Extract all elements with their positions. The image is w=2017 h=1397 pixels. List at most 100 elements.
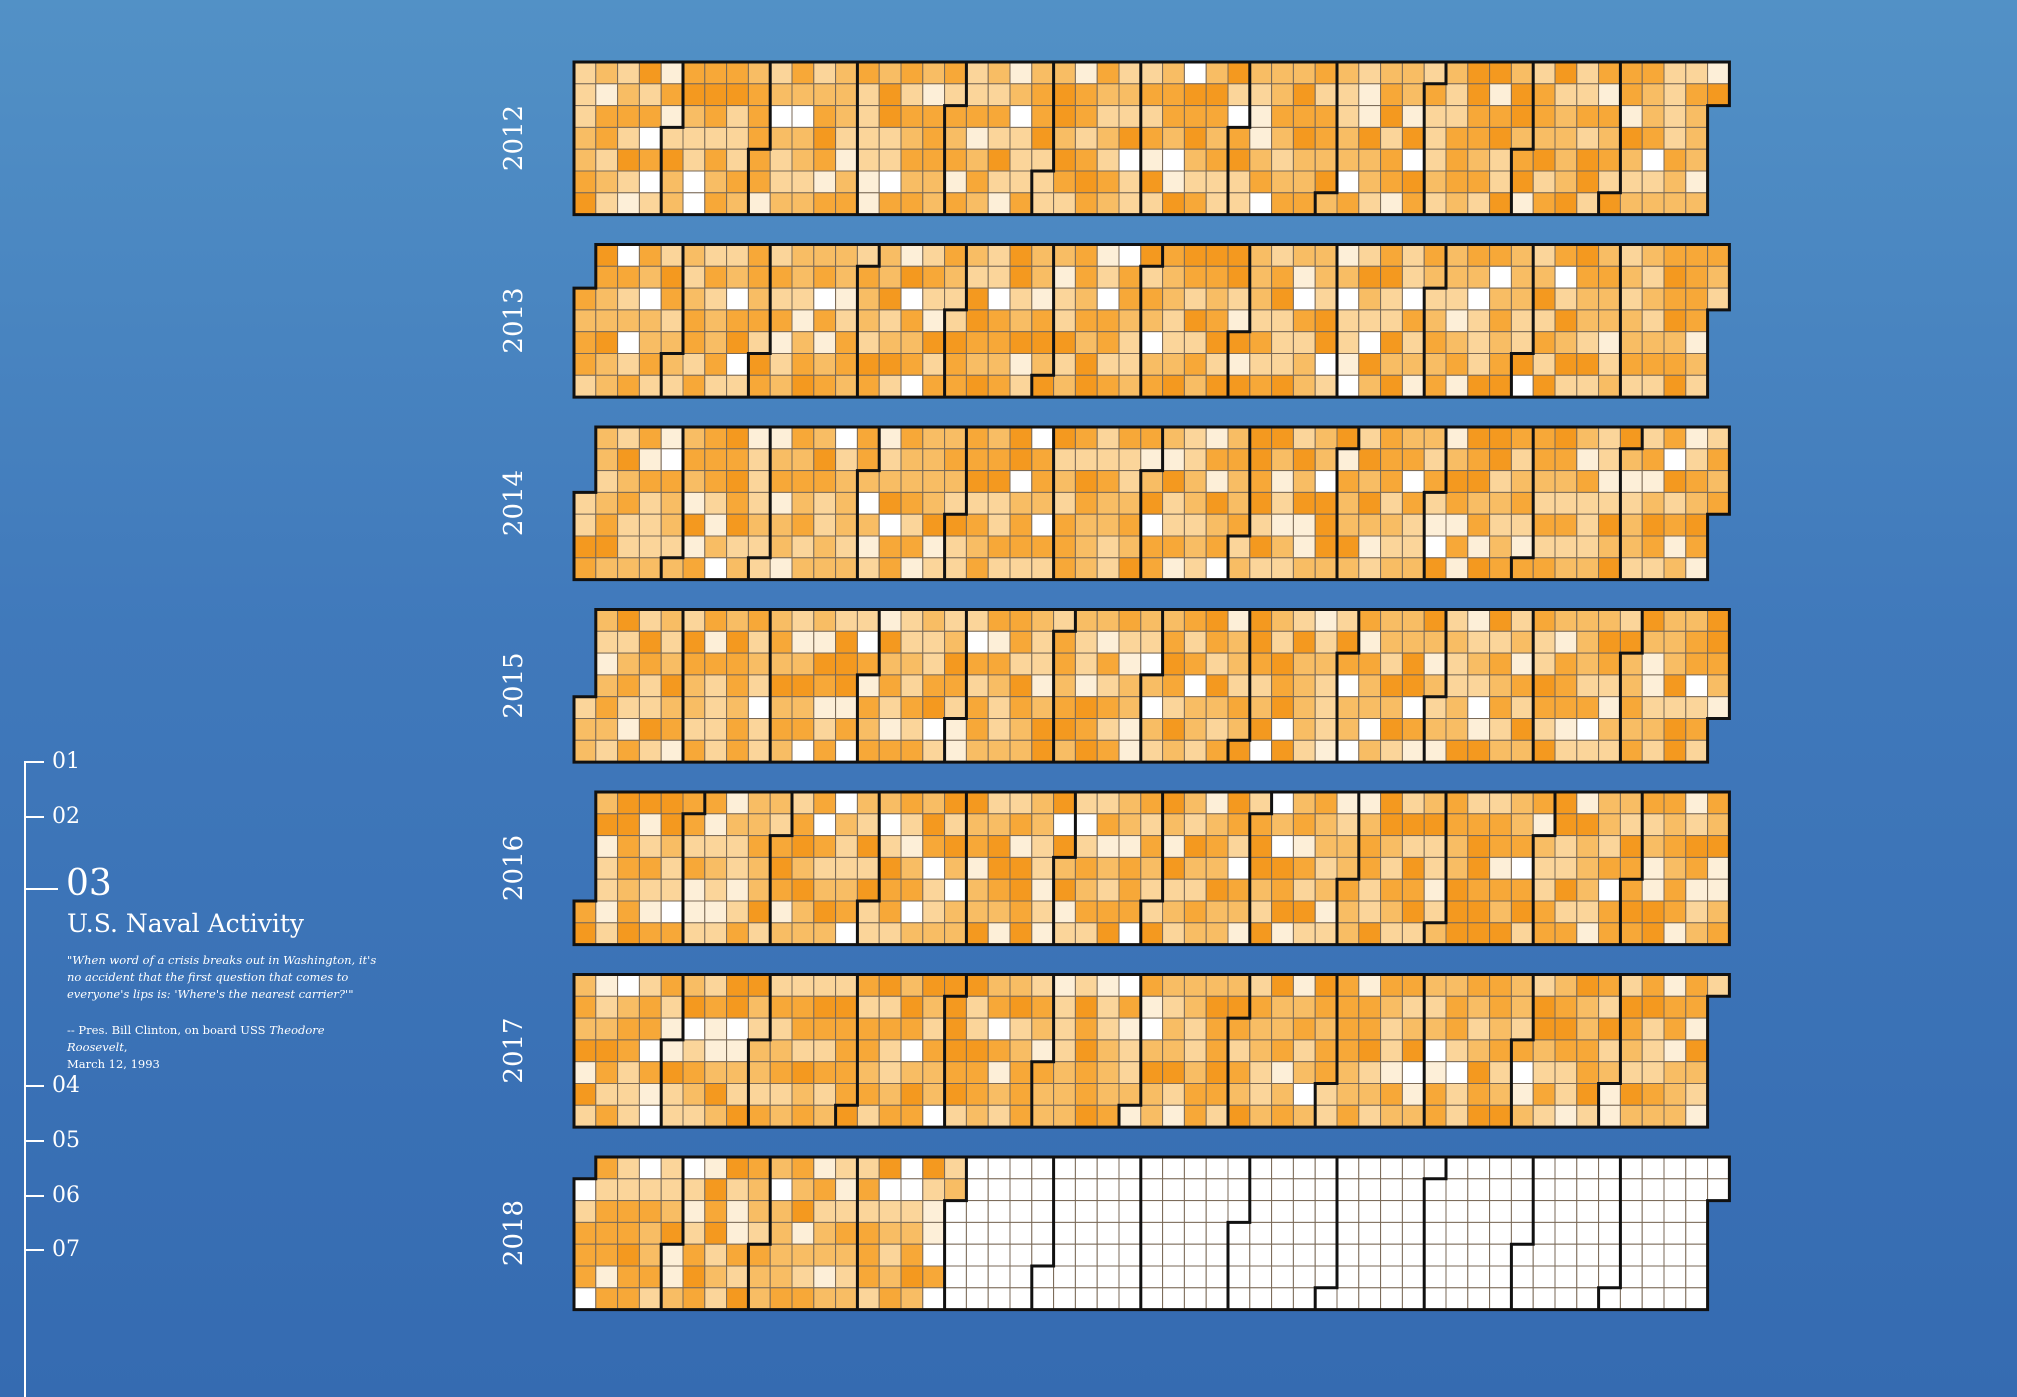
day-cell	[1336, 105, 1360, 128]
day-cell	[726, 331, 749, 355]
day-cell	[1685, 835, 1709, 858]
day-cell	[704, 674, 728, 698]
day-cell	[1401, 1287, 1425, 1311]
day-cell	[813, 331, 837, 355]
day-cell	[1271, 309, 1294, 333]
day-cell	[1685, 61, 1709, 85]
day-cell	[1271, 374, 1294, 398]
day-cell	[791, 535, 815, 559]
day-cell	[1053, 126, 1076, 150]
day-cell	[682, 878, 706, 902]
day-cell	[1314, 674, 1338, 698]
day-cell	[1401, 995, 1425, 1019]
day-cell	[747, 126, 771, 150]
day-cell	[1205, 1178, 1229, 1202]
day-cell	[1053, 61, 1076, 85]
day-cell	[1598, 309, 1621, 333]
day-cell	[1096, 1061, 1120, 1085]
day-cell	[1227, 630, 1251, 654]
day-cell	[1140, 718, 1164, 741]
day-cell	[1009, 791, 1033, 815]
day-cell	[1532, 974, 1556, 997]
day-cell	[1467, 652, 1491, 676]
day-cell	[1053, 1287, 1076, 1311]
day-cell	[1641, 331, 1665, 355]
day-cell	[922, 331, 946, 355]
day-cell	[1510, 513, 1534, 537]
day-cell	[1031, 331, 1055, 355]
day-cell	[1467, 1083, 1491, 1106]
day-cell	[1685, 1200, 1709, 1223]
day-cell	[1467, 696, 1491, 720]
day-cell	[922, 448, 946, 472]
day-cell	[1336, 448, 1360, 472]
day-cell	[1009, 309, 1033, 333]
day-cell	[1292, 426, 1316, 450]
day-cell	[1510, 856, 1534, 880]
day-cell	[1183, 813, 1207, 837]
day-cell	[813, 1083, 837, 1106]
day-cell	[1489, 813, 1512, 837]
day-cell	[1554, 470, 1578, 493]
day-cell	[1401, 448, 1425, 472]
day-cell	[813, 900, 837, 924]
day-cell	[835, 491, 858, 515]
day-cell	[660, 995, 684, 1019]
day-cell	[791, 696, 815, 720]
day-cell	[1641, 813, 1665, 837]
day-cell	[1467, 535, 1491, 559]
day-cell	[660, 353, 684, 376]
day-cell	[1096, 974, 1120, 997]
day-cell	[1249, 287, 1273, 311]
day-cell	[1598, 448, 1621, 472]
day-cell	[1314, 1287, 1338, 1311]
day-cell	[1227, 1083, 1251, 1106]
day-cell	[704, 265, 728, 289]
day-cell	[1641, 374, 1665, 398]
day-cell	[965, 922, 989, 946]
day-cell	[660, 1017, 684, 1041]
day-cell	[1510, 1156, 1534, 1180]
day-cell	[813, 1243, 837, 1267]
day-cell	[682, 1200, 706, 1223]
day-cell	[704, 448, 728, 472]
day-cell	[1532, 265, 1556, 289]
day-cell	[704, 491, 728, 515]
day-cell	[1467, 170, 1491, 194]
day-cell	[1096, 426, 1120, 450]
day-cell	[1380, 265, 1403, 289]
day-cell	[1205, 1083, 1229, 1106]
day-cell	[1532, 287, 1556, 311]
day-cell	[1053, 192, 1076, 216]
day-cell	[1423, 1104, 1447, 1128]
year-block-2013: 2013	[499, 243, 1731, 399]
day-cell	[704, 61, 728, 85]
day-cell	[1292, 513, 1316, 537]
day-cell	[617, 265, 640, 289]
day-cell	[856, 1287, 880, 1311]
day-cell	[1074, 148, 1098, 172]
day-cell	[595, 630, 619, 654]
day-cell	[726, 557, 749, 581]
day-cell	[1489, 609, 1512, 632]
day-cell	[1401, 192, 1425, 216]
day-cell	[595, 353, 619, 376]
day-cell	[1380, 353, 1403, 376]
day-cell	[1314, 83, 1338, 107]
day-cell	[922, 1083, 946, 1106]
day-cell	[856, 126, 880, 150]
day-cell	[1140, 1156, 1164, 1180]
day-cell	[900, 674, 924, 698]
day-cell	[791, 1104, 815, 1128]
day-cell	[638, 287, 662, 311]
day-cell	[1489, 630, 1512, 654]
day-cell	[900, 374, 924, 398]
day-cell	[1423, 535, 1447, 559]
day-cell	[965, 791, 989, 815]
day-cell	[660, 674, 684, 698]
day-cell	[747, 426, 771, 450]
day-cell	[1336, 353, 1360, 376]
day-cell	[900, 995, 924, 1019]
day-cell	[617, 287, 640, 311]
day-cell	[1183, 630, 1207, 654]
